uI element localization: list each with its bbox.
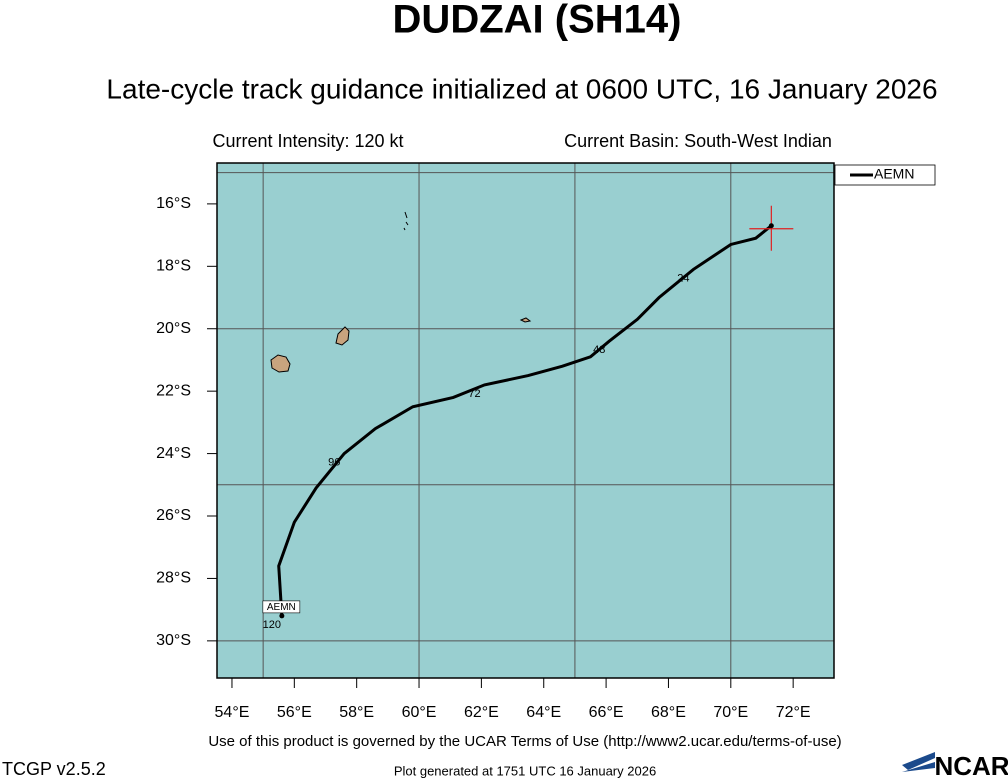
x-tick-label: 58°E (339, 704, 374, 721)
x-tick-label: 72°E (776, 704, 811, 721)
legend-label: AEMN (874, 166, 914, 182)
y-tick-label: 22°S (156, 382, 191, 399)
x-tick-label: 68°E (651, 704, 686, 721)
end-dot (279, 613, 285, 619)
y-tick-label: 26°S (156, 507, 191, 524)
y-tick-label: 18°S (156, 258, 191, 275)
islands (270, 211, 532, 373)
mauritius (335, 326, 350, 346)
hour-label: 48 (593, 344, 605, 356)
version: TCGP v2.5.2 (2, 759, 106, 779)
hour-label: 96 (328, 456, 340, 468)
start-dot (768, 223, 774, 229)
rodrigues (519, 317, 532, 323)
x-tick-label: 54°E (215, 704, 250, 721)
map-background (217, 163, 834, 678)
terms: Use of this product is governed by the U… (208, 733, 841, 750)
map: 54°E 56°E 58°E 60°E 62°E 64°E 66°E 68°E 70°E 72°E… (156, 162, 936, 721)
x-tick-label: 66°E (589, 704, 624, 721)
x-tick-label: 60°E (402, 704, 437, 721)
intensity: Current Intensity: 120 kt (212, 131, 403, 151)
legend-box (834, 164, 936, 186)
generated: Plot generated at 1751 UTC 16 January 20… (394, 763, 656, 778)
logo-text: NCAR (934, 751, 1008, 780)
subtitle: Late-cycle track guidance initialized at… (106, 73, 937, 104)
track (277, 224, 773, 616)
y-tick-label: 30°S (156, 632, 191, 649)
title: DUDZAI (SH14) (393, 0, 682, 42)
hour-label: 120 (263, 619, 281, 631)
y-tick-label: 28°S (156, 570, 191, 587)
x-tick-label: 70°E (713, 704, 748, 721)
end-label: AEMN (267, 602, 296, 613)
end-label-box (262, 600, 301, 614)
logo-mark (902, 752, 935, 772)
basin: Current Basin: South-West Indian (564, 131, 832, 151)
hour-label: 72 (468, 388, 480, 400)
x-tick-label: 56°E (277, 704, 312, 721)
y-tick-label: 20°S (156, 320, 191, 337)
reunion (270, 354, 291, 373)
y-tick-label: 24°S (156, 445, 191, 462)
x-tick-label: 64°E (526, 704, 561, 721)
hour-label: 24 (677, 272, 689, 284)
x-tick-label: 62°E (464, 704, 499, 721)
map-frame (216, 162, 835, 679)
cargados (403, 211, 409, 231)
y-tick-label: 16°S (156, 195, 191, 212)
logo: NCAR (902, 751, 1008, 780)
